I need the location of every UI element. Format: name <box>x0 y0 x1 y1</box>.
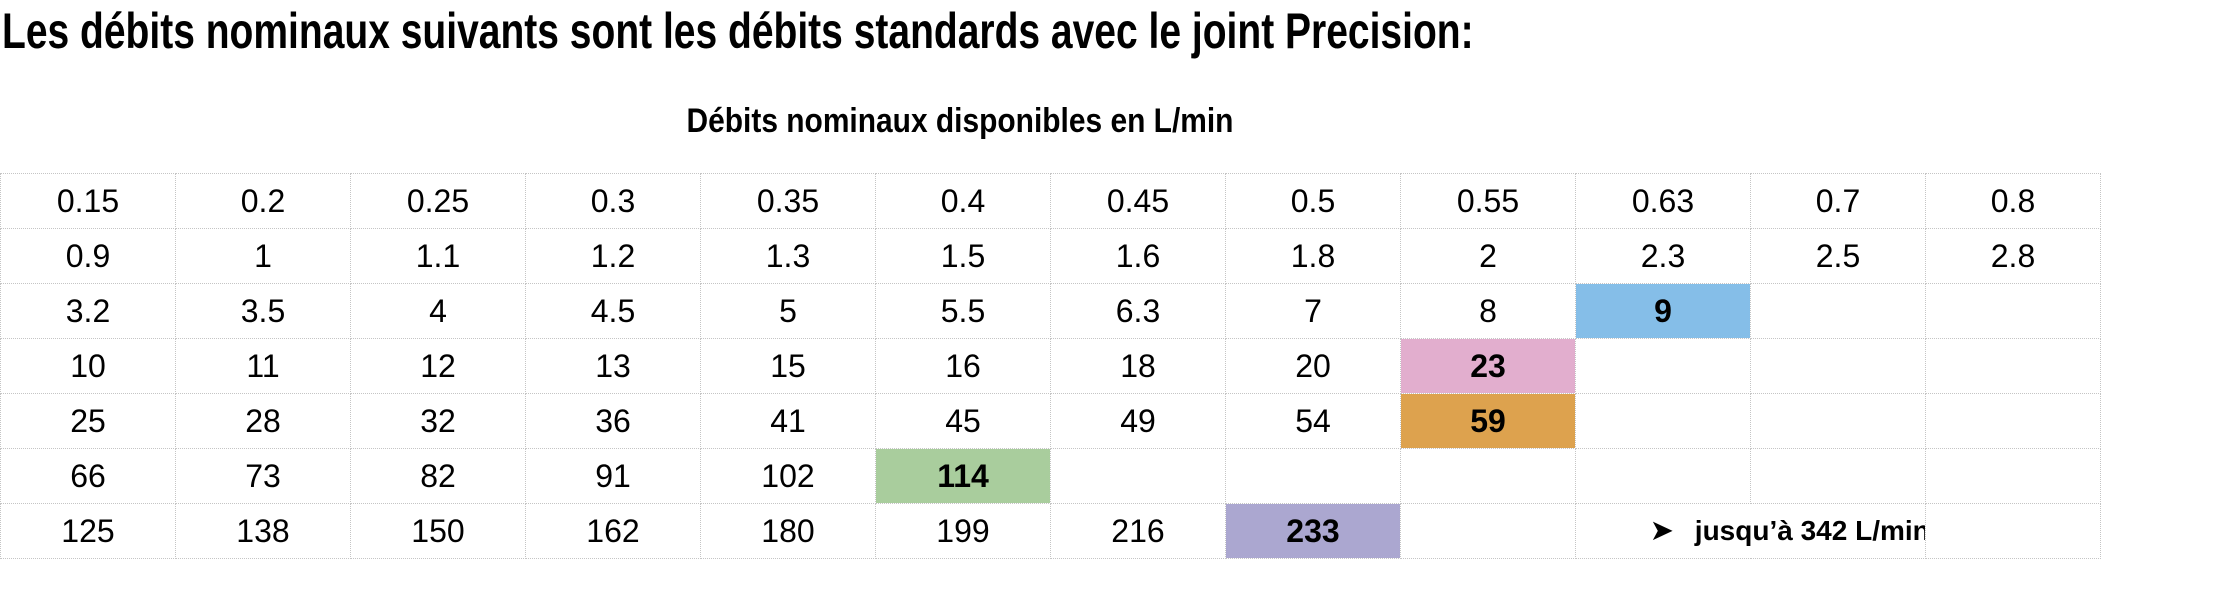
capacity-note-cell: ➤ jusqu’à 342 L/min <box>1575 503 1926 559</box>
table-row: 0.15 0.2 0.25 0.3 0.35 0.4 0.45 0.5 0.55 0.63 0.7 0… <box>0 173 2101 229</box>
table-cell: 0.9 <box>0 228 176 284</box>
table-row: 25 28 32 36 41 45 49 54 59 <box>0 393 2101 449</box>
table-cell: 2.8 <box>1925 228 2101 284</box>
table-cell: 1.1 <box>350 228 526 284</box>
table-cell: 4.5 <box>525 283 701 339</box>
table-cell: 18 <box>1050 338 1226 394</box>
table-cell <box>1575 338 1751 394</box>
table-cell <box>1400 503 1576 559</box>
table-cell: 1.6 <box>1050 228 1226 284</box>
table-cell: 1 <box>175 228 351 284</box>
table-cell: 216 <box>1050 503 1226 559</box>
table-cell: 5.5 <box>875 283 1051 339</box>
table-cell: 8 <box>1400 283 1576 339</box>
highlight-cell-pink: 23 <box>1400 338 1576 394</box>
table-cell: 6.3 <box>1050 283 1226 339</box>
table-cell: 0.45 <box>1050 173 1226 229</box>
table-cell: 32 <box>350 393 526 449</box>
table-cell: 199 <box>875 503 1051 559</box>
table-cell: 0.7 <box>1750 173 1926 229</box>
table-cell: 0.25 <box>350 173 526 229</box>
table-cell <box>1925 338 2101 394</box>
table-cell <box>1750 393 1926 449</box>
table-cell: 2.5 <box>1750 228 1926 284</box>
table-cell: 0.5 <box>1225 173 1401 229</box>
arrow-right-icon: ➤ <box>1651 515 1673 545</box>
table-cell: 11 <box>175 338 351 394</box>
table-cell: 20 <box>1225 338 1401 394</box>
highlight-cell-green: 114 <box>875 448 1051 504</box>
table-cell: 1.5 <box>875 228 1051 284</box>
highlight-cell-blue: 9 <box>1575 283 1751 339</box>
table-cell <box>1750 338 1926 394</box>
table-caption: Débits nominaux disponibles en L/min <box>686 102 1234 140</box>
table-cell: 91 <box>525 448 701 504</box>
table-cell: 180 <box>700 503 876 559</box>
table-cell: 4 <box>350 283 526 339</box>
table-cell: 3.2 <box>0 283 176 339</box>
table-cell: 0.35 <box>700 173 876 229</box>
flow-rates-table: 0.15 0.2 0.25 0.3 0.35 0.4 0.45 0.5 0.55 0.63 0.7 0… <box>0 173 2101 559</box>
table-cell <box>1925 393 2101 449</box>
table-cell: 3.5 <box>175 283 351 339</box>
table-cell: 138 <box>175 503 351 559</box>
table-cell: 0.4 <box>875 173 1051 229</box>
table-row: 0.9 1 1.1 1.2 1.3 1.5 1.6 1.8 2 2.3 2.5 2.8 <box>0 228 2101 284</box>
table-cell: 41 <box>700 393 876 449</box>
table-cell <box>1575 448 1751 504</box>
table-cell: 16 <box>875 338 1051 394</box>
table-cell: 0.55 <box>1400 173 1576 229</box>
table-cell: 25 <box>0 393 176 449</box>
table-row: 10 11 12 13 15 16 18 20 23 <box>0 338 2101 394</box>
flow-table-body: 0.15 0.2 0.25 0.3 0.35 0.4 0.45 0.5 0.55 0.63 0.7 0… <box>0 173 2101 559</box>
table-cell: 0.2 <box>175 173 351 229</box>
page-title: Les débits nominaux suivants sont les dé… <box>2 3 1474 59</box>
table-cell: 5 <box>700 283 876 339</box>
table-cell <box>1750 448 1926 504</box>
table-cell: 28 <box>175 393 351 449</box>
table-cell: 0.15 <box>0 173 176 229</box>
highlight-cell-purple: 233 <box>1225 503 1401 559</box>
table-cell: 7 <box>1225 283 1401 339</box>
table-cell: 0.63 <box>1575 173 1751 229</box>
table-cell <box>1750 283 1926 339</box>
highlight-cell-orange: 59 <box>1400 393 1576 449</box>
table-cell: 54 <box>1225 393 1401 449</box>
table-cell: 36 <box>525 393 701 449</box>
table-row: 125 138 150 162 180 199 216 233 ➤ jusqu’à 342 L/m… <box>0 503 2101 559</box>
table-cell: 150 <box>350 503 526 559</box>
table-cell: 12 <box>350 338 526 394</box>
table-cell: 49 <box>1050 393 1226 449</box>
table-cell: 10 <box>0 338 176 394</box>
table-cell: 1.3 <box>700 228 876 284</box>
table-cell: 13 <box>525 338 701 394</box>
table-cell: 45 <box>875 393 1051 449</box>
table-row: 3.2 3.5 4 4.5 5 5.5 6.3 7 8 9 <box>0 283 2101 339</box>
table-cell: 102 <box>700 448 876 504</box>
table-cell: 82 <box>350 448 526 504</box>
table-cell: 162 <box>525 503 701 559</box>
table-cell: 125 <box>0 503 176 559</box>
table-cell <box>1225 448 1401 504</box>
table-row: 66 73 82 91 102 114 <box>0 448 2101 504</box>
table-cell <box>1925 448 2101 504</box>
table-cell: 73 <box>175 448 351 504</box>
table-cell <box>1575 393 1751 449</box>
table-cell <box>1400 448 1576 504</box>
table-cell: 0.3 <box>525 173 701 229</box>
table-cell: 15 <box>700 338 876 394</box>
table-cell <box>1925 503 2101 559</box>
table-cell: 2 <box>1400 228 1576 284</box>
table-cell <box>1925 283 2101 339</box>
table-cell: 66 <box>0 448 176 504</box>
table-cell: 0.8 <box>1925 173 2101 229</box>
table-cell: 2.3 <box>1575 228 1751 284</box>
table-cell: 1.8 <box>1225 228 1401 284</box>
table-cell: 1.2 <box>525 228 701 284</box>
table-cell <box>1050 448 1226 504</box>
capacity-note-text: jusqu’à 342 L/min <box>1694 515 1926 546</box>
